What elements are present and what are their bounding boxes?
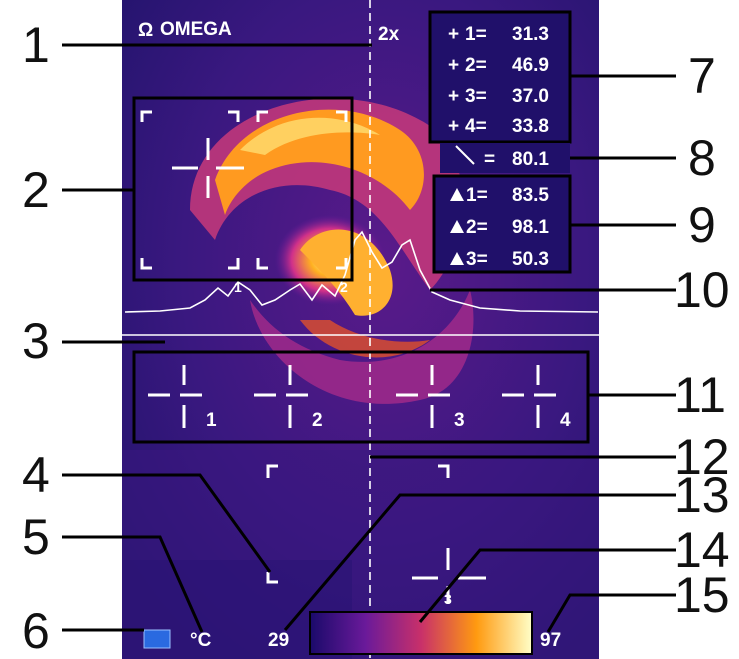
callout-14: 14 <box>674 522 730 578</box>
area-readout-label: 2= <box>466 217 488 238</box>
spot-readout-2: + 2= 46.9 <box>448 55 549 76</box>
scale-min-label: 29 <box>268 630 289 651</box>
area-readout-value: 98.1 <box>512 217 549 238</box>
area-readout-value: 50.3 <box>512 249 549 270</box>
callout-3: 3 <box>22 313 50 369</box>
spot-readout-panel <box>428 10 572 144</box>
spot-readout-3: + 3= 37.0 <box>448 86 549 107</box>
area-readout-2: 2= 98.1 <box>450 217 549 238</box>
spot-readout-value: 37.0 <box>512 86 549 107</box>
thermal-screen: 1 2 1 2 3 4 <box>122 0 599 659</box>
spot-marker-4[interactable] <box>502 365 556 428</box>
leader-lines <box>62 43 676 633</box>
spot-marker-label-4: 4 <box>560 410 571 431</box>
unit-indicator: °C <box>190 630 212 651</box>
area-readout-label: 3= <box>466 249 488 270</box>
spot-marker-label-1: 1 <box>206 410 217 431</box>
spot-readout-value: 46.9 <box>512 55 549 76</box>
annotation-box-11 <box>132 350 590 444</box>
spot-readout-icon: + <box>448 116 459 137</box>
callout-4: 4 <box>22 447 50 503</box>
callout-11: 11 <box>674 367 726 423</box>
brand-logo: OMEGA <box>160 19 232 40</box>
callout-2: 2 <box>22 162 50 218</box>
spot-marker-3[interactable] <box>396 365 450 428</box>
spot-readout-icon: + <box>448 86 459 107</box>
spot-marker-label-2: 2 <box>312 410 323 431</box>
area-box-3[interactable] <box>266 464 450 584</box>
area-readout-label: 1= <box>466 185 488 206</box>
spot-marker-label-3: 3 <box>454 410 465 431</box>
spot-readout-1: + 1= 31.3 <box>448 24 549 45</box>
line-readout-label: = <box>484 149 495 170</box>
battery-icon <box>143 629 171 649</box>
spot-readout-icon: + <box>448 24 459 45</box>
callout-13: 13 <box>674 467 730 523</box>
line-readout-value: 80.1 <box>512 149 549 170</box>
callout-15: 15 <box>674 567 730 623</box>
callout-8: 8 <box>688 130 716 186</box>
area-readout-icon <box>450 188 464 201</box>
area-readout-1: 1= 83.5 <box>450 185 549 206</box>
callout-12: 12 <box>674 429 730 485</box>
center-crosshair-icon <box>172 138 244 198</box>
spot-marker-1[interactable] <box>148 365 202 428</box>
callout-1: 1 <box>22 17 50 73</box>
area-box-1[interactable] <box>140 110 240 270</box>
line-readout-icon <box>455 145 475 165</box>
color-scale-bar <box>309 611 533 655</box>
spot-marker-2[interactable] <box>254 365 308 428</box>
callout-6: 6 <box>22 603 50 659</box>
spot-readout-icon: + <box>448 55 459 76</box>
spot-readout-label: 1= <box>465 24 487 45</box>
zoom-indicator: 2x <box>378 24 400 45</box>
area-readout-icon <box>450 220 464 233</box>
spot-readout-label: 4= <box>465 116 487 137</box>
line-readout: = 80.1 <box>455 145 549 170</box>
area-readout-3: 3= 50.3 <box>450 249 549 270</box>
line-readout-panel <box>440 143 570 173</box>
scale-max-label: 97 <box>540 630 561 651</box>
area-readout-icon <box>450 252 464 265</box>
callout-9: 9 <box>688 197 716 253</box>
spot-readout-value: 33.8 <box>512 116 549 137</box>
spot-readout-label: 3= <box>465 86 487 107</box>
callout-5: 5 <box>22 509 50 565</box>
temperature-profile-line <box>124 230 599 313</box>
box-marker-label-3: 3 <box>444 591 452 607</box>
box-marker-label-1: 1 <box>234 279 242 295</box>
callout-7: 7 <box>688 48 716 104</box>
box-marker-label-2: 2 <box>340 279 348 295</box>
brand-symbol: Ω <box>138 20 153 41</box>
callout-10: 10 <box>674 262 730 318</box>
spot-readout-value: 31.3 <box>512 24 549 45</box>
area-box-2[interactable] <box>256 110 348 270</box>
area-readout-value: 83.5 <box>512 185 549 206</box>
spot-readout-4: + 4= 33.8 <box>448 116 549 137</box>
spot-readout-label: 2= <box>465 55 487 76</box>
